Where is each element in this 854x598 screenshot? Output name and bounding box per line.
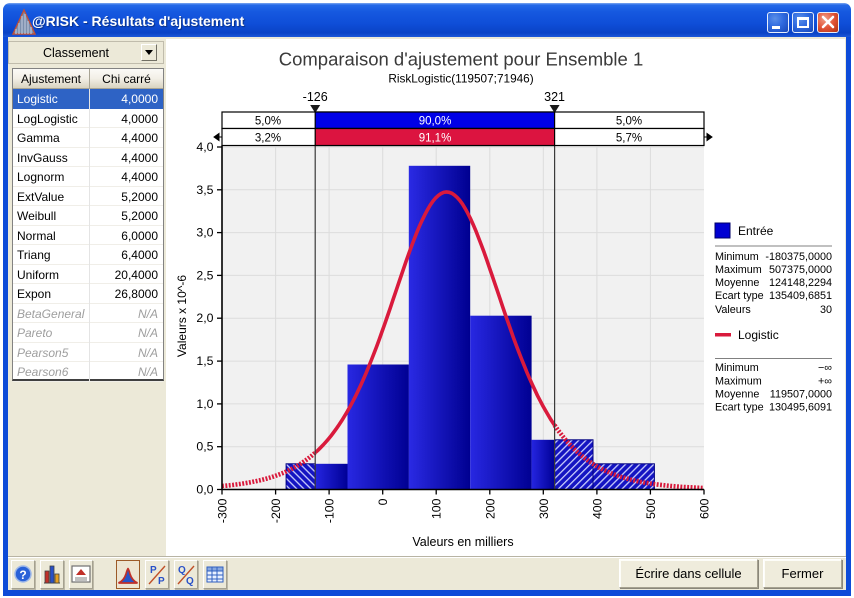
svg-text:0,5: 0,5 [196, 440, 213, 454]
svg-text:Entrée: Entrée [738, 224, 774, 238]
svg-text:1,5: 1,5 [196, 354, 213, 368]
svg-text:Moyenne: Moyenne [715, 389, 759, 401]
svg-text:5,0%: 5,0% [616, 116, 642, 128]
svg-text:90,0%: 90,0% [419, 116, 452, 128]
svg-text:600: 600 [698, 498, 712, 519]
svg-text:Minimum: Minimum [715, 251, 759, 263]
svg-text:5,7%: 5,7% [616, 133, 642, 145]
svg-text:P: P [150, 565, 157, 576]
svg-text:Valeurs en milliers: Valeurs en milliers [412, 535, 513, 549]
svg-text:RiskLogistic(119507;71946): RiskLogistic(119507;71946) [388, 72, 533, 86]
svg-text:0,0: 0,0 [196, 483, 213, 497]
svg-text:321: 321 [544, 90, 565, 104]
svg-text:119507,0000: 119507,0000 [770, 389, 832, 401]
svg-text:91,1%: 91,1% [419, 133, 452, 145]
svg-text:Moyenne: Moyenne [715, 277, 759, 289]
svg-text:3,0: 3,0 [196, 226, 213, 240]
svg-text:P: P [158, 576, 165, 587]
svg-text:Q: Q [178, 565, 186, 576]
svg-text:−∞: −∞ [818, 362, 832, 374]
svg-text:2,0: 2,0 [196, 311, 213, 325]
svg-text:-300: -300 [216, 498, 230, 523]
svg-text:Maximum: Maximum [715, 264, 762, 276]
svg-text:300: 300 [537, 498, 551, 519]
svg-text:Valeurs: Valeurs [715, 304, 751, 316]
svg-text:400: 400 [590, 498, 604, 519]
svg-text:+∞: +∞ [818, 376, 832, 388]
svg-text:-180375,0000: -180375,0000 [765, 251, 832, 263]
svg-text:500: 500 [644, 498, 658, 519]
svg-text:-100: -100 [323, 498, 337, 523]
svg-text:30: 30 [820, 304, 832, 316]
svg-text:Q: Q [186, 576, 194, 587]
svg-text:Comparaison d'ajustement pour: Comparaison d'ajustement pour Ensemble 1 [279, 49, 643, 70]
svg-text:3,5: 3,5 [196, 183, 213, 197]
svg-text:-126: -126 [303, 90, 328, 104]
svg-text:0: 0 [376, 498, 390, 505]
svg-text:Logistic: Logistic [738, 328, 779, 342]
svg-text:135409,6851: 135409,6851 [769, 290, 832, 302]
svg-text:Maximum: Maximum [715, 376, 762, 388]
svg-text:3,2%: 3,2% [255, 133, 281, 145]
svg-text:?: ? [19, 568, 26, 582]
svg-text:Minimum: Minimum [715, 362, 759, 374]
svg-text:124148,2294: 124148,2294 [769, 277, 832, 289]
svg-text:507375,0000: 507375,0000 [769, 264, 832, 276]
svg-text:100: 100 [430, 498, 444, 519]
svg-text:1,0: 1,0 [196, 397, 213, 411]
svg-text:Ecart type: Ecart type [715, 402, 764, 414]
svg-text:Valeurs x 10^-6: Valeurs x 10^-6 [175, 275, 189, 357]
svg-text:-200: -200 [269, 498, 283, 523]
svg-text:4,0: 4,0 [196, 140, 213, 154]
svg-text:2,5: 2,5 [196, 268, 213, 282]
svg-text:130495,6091: 130495,6091 [769, 402, 832, 414]
svg-text:5,0%: 5,0% [255, 116, 281, 128]
svg-text:Ecart type: Ecart type [715, 290, 764, 302]
svg-text:200: 200 [483, 498, 497, 519]
